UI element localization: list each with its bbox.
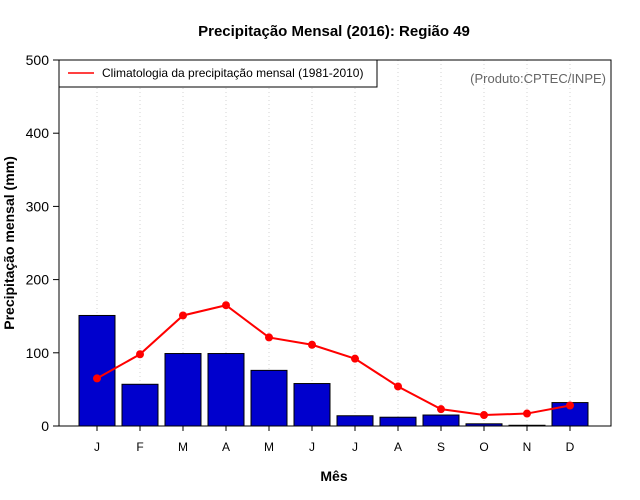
bar-8 [379,416,417,427]
x-tick-label: J [352,440,358,454]
legend: Climatologia da precipitação mensal (198… [58,59,378,88]
chart-title: Precipitação Mensal (2016): Região 49 [198,23,470,40]
climatology-point-5 [265,333,273,342]
x-tick-label: M [264,440,274,454]
climatology-point-8 [394,382,402,391]
bar-4 [207,353,245,427]
climatology-point-2 [136,350,144,359]
climatology-point-9 [437,405,445,414]
climatology-point-1 [93,374,101,383]
x-tick-label: J [94,440,100,454]
y-tick-label: 500 [26,52,50,68]
climatology-point-11 [523,409,531,418]
bar-series [78,314,589,427]
climatology-point-6 [308,340,316,349]
bar-3 [164,353,202,427]
x-tick-label: A [394,440,402,454]
bar-9 [422,414,460,427]
climatology-point-4 [222,301,230,310]
bar-2 [121,383,159,427]
bar-6 [293,383,331,427]
y-tick-label: 0 [41,418,49,434]
x-tick-label: N [523,440,532,454]
climatology-point-3 [179,311,187,320]
x-tick-label: M [178,440,188,454]
x-tick-label: F [136,440,143,454]
y-tick-label: 200 [26,272,50,288]
climatology-point-12 [566,401,574,410]
climatology-series [93,301,574,420]
product-credit: (Produto:CPTEC/INPE) [470,71,606,86]
climatology-point-10 [480,411,488,420]
x-tick-label: A [222,440,230,454]
bar-7 [336,415,374,427]
x-tick-label: S [437,440,445,454]
y-axis: 0 100 200 300 400 500 [26,52,59,434]
x-tick-label: J [309,440,315,454]
x-axis-label: Mês [320,468,347,484]
x-tick-label: D [566,440,575,454]
legend-label: Climatologia da precipitação mensal (198… [102,66,363,80]
climatology-point-7 [351,354,359,363]
y-tick-label: 300 [26,198,50,214]
legend-box [58,59,378,88]
x-tick-label: O [479,440,488,454]
climatology-line [96,304,571,417]
y-tick-label: 100 [26,345,50,361]
bar-5 [250,369,288,427]
plot-frame [58,59,612,427]
y-axis-label: Precipitação mensal (mm) [1,156,17,330]
y-tick-label: 400 [26,125,50,141]
